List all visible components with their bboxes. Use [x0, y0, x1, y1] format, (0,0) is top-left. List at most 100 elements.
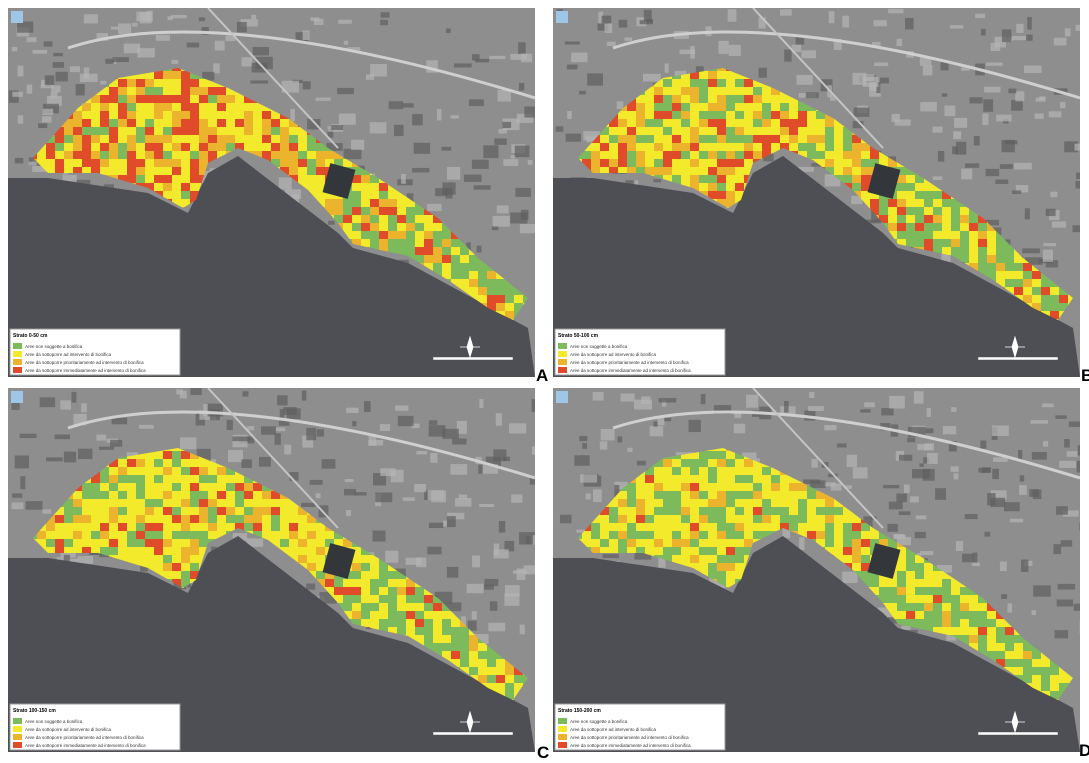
- zone-cell: [717, 119, 726, 127]
- urban-block: [842, 16, 849, 28]
- urban-block: [511, 494, 522, 502]
- urban-block: [337, 88, 354, 94]
- urban-block: [243, 391, 249, 396]
- zone-cell: [127, 175, 136, 183]
- zone-cell: [406, 207, 415, 215]
- legend-swatch: [558, 343, 567, 349]
- zone-cell: [690, 143, 699, 151]
- urban-block: [406, 558, 421, 565]
- zone-cell: [735, 95, 744, 103]
- zone-cell: [1050, 295, 1059, 303]
- zone-cell: [217, 143, 226, 151]
- zone-cell: [118, 119, 127, 127]
- zone-cell: [388, 223, 397, 231]
- zone-cell: [370, 223, 379, 231]
- urban-block: [515, 146, 530, 158]
- zone-cell: [645, 127, 654, 135]
- zone-cell: [487, 295, 496, 303]
- zone-cell: [190, 127, 199, 135]
- zone-cell: [397, 207, 406, 215]
- zone-cell: [118, 523, 127, 531]
- urban-block: [874, 62, 888, 66]
- zone-cell: [46, 539, 55, 547]
- urban-block: [56, 72, 68, 82]
- zone-cell: [834, 143, 843, 151]
- urban-block: [986, 63, 1003, 66]
- zone-cell: [699, 79, 708, 87]
- zone-cell: [717, 191, 726, 199]
- zone-cell: [100, 135, 109, 143]
- zone-cell: [663, 135, 672, 143]
- zone-cell: [55, 523, 64, 531]
- zone-cell: [1032, 271, 1041, 279]
- zone-cell: [73, 531, 82, 539]
- zone-cell: [726, 183, 735, 191]
- zone-cell: [343, 207, 352, 215]
- zone-cell: [190, 79, 199, 87]
- zone-cell: [442, 231, 451, 239]
- zone-cell: [109, 491, 118, 499]
- zone-cell: [118, 151, 127, 159]
- zone-cell: [136, 459, 145, 467]
- urban-block: [430, 453, 437, 463]
- urban-block: [604, 24, 612, 33]
- zone-cell: [55, 143, 64, 151]
- urban-block: [519, 83, 524, 91]
- urban-block: [437, 109, 442, 120]
- zone-cell: [154, 87, 163, 95]
- zone-cell: [618, 127, 627, 135]
- zone-cell: [1032, 279, 1041, 287]
- map-panel: Strato 100-150 cmAree non soggette a bon…: [8, 388, 535, 752]
- urban-block: [446, 28, 451, 33]
- urban-block: [447, 567, 458, 578]
- zone-cell: [699, 167, 708, 175]
- zone-cell: [235, 135, 244, 143]
- zone-cell: [627, 159, 636, 167]
- urban-block: [996, 115, 1011, 122]
- urban-block: [961, 169, 972, 180]
- zone-cell: [82, 119, 91, 127]
- urban-block: [518, 42, 525, 54]
- zone-cell: [690, 127, 699, 135]
- zone-cell: [681, 151, 690, 159]
- zone-cell: [226, 111, 235, 119]
- zone-cell: [645, 167, 654, 175]
- zone-cell: [289, 143, 298, 151]
- zone-cell: [726, 159, 735, 167]
- zone-cell: [262, 111, 271, 119]
- urban-block: [802, 50, 816, 58]
- zone-cell: [361, 231, 370, 239]
- zone-cell: [681, 87, 690, 95]
- urban-block: [43, 109, 54, 115]
- zone-cell: [127, 475, 136, 483]
- zone-cell: [289, 151, 298, 159]
- zone-cell: [996, 239, 1005, 247]
- zone-cell: [415, 239, 424, 247]
- zone-cell: [190, 167, 199, 175]
- urban-block: [950, 25, 963, 28]
- zone-cell: [127, 531, 136, 539]
- zone-cell: [915, 231, 924, 239]
- urban-block: [99, 447, 114, 450]
- zone-cell: [735, 183, 744, 191]
- zone-cell: [190, 175, 199, 183]
- urban-block: [1046, 209, 1056, 216]
- zone-cell: [91, 539, 100, 547]
- zone-cell: [397, 199, 406, 207]
- zone-cell: [699, 151, 708, 159]
- zone-cell: [717, 159, 726, 167]
- zone-cell: [469, 271, 478, 279]
- logo: [11, 11, 23, 23]
- zone-cell: [825, 127, 834, 135]
- zone-cell: [654, 95, 663, 103]
- zone-cell: [307, 151, 316, 159]
- urban-block: [497, 205, 509, 213]
- zone-cell: [145, 151, 154, 159]
- zone-cell: [100, 483, 109, 491]
- urban-block: [905, 18, 914, 29]
- zone-cell: [127, 111, 136, 119]
- zone-cell: [154, 79, 163, 87]
- zone-cell: [217, 103, 226, 111]
- zone-cell: [1041, 303, 1050, 311]
- zone-cell: [55, 151, 64, 159]
